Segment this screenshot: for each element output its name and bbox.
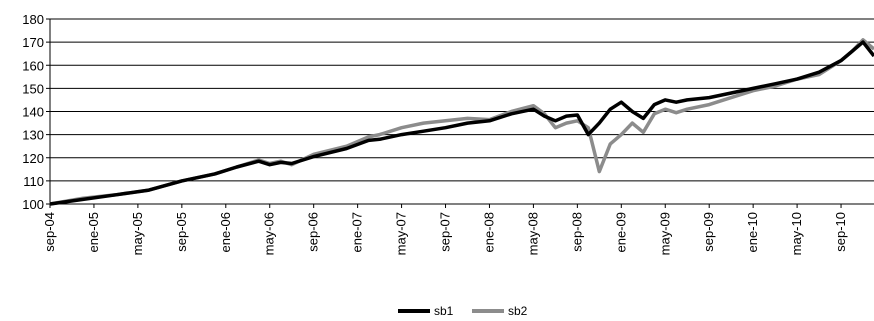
y-tick-label: 140 [22,105,44,120]
x-tick-label: may-06 [262,212,277,255]
x-tick-label: ene-10 [745,212,760,252]
x-axis: sep-04 ene-05 may-05 sep-05 ene-06 may-06 sep-… [42,204,848,255]
y-axis: 100 110 120 130 140 150 160 170 180 [22,12,51,212]
x-tick-label: sep-06 [306,212,321,252]
y-tick-label: 110 [23,174,44,189]
legend: sb1 sb2 [398,304,528,318]
x-tick-label: ene-08 [481,212,496,252]
x-tick-label: may-07 [394,212,409,255]
series-lines [49,38,874,206]
x-tick-label: sep-07 [438,212,453,252]
x-tick-label: ene-07 [350,212,365,252]
y-tick-label: 150 [22,81,44,96]
x-tick-label: may-09 [657,212,672,255]
x-tick-label: ene-09 [613,212,628,252]
y-tick-label: 180 [22,12,44,27]
y-tick-label: 170 [22,35,44,50]
x-tick-label: sep-09 [701,212,716,252]
x-tick-label: ene-05 [86,212,101,252]
x-tick-label: sep-08 [569,212,584,252]
x-tick-label: may-05 [130,212,145,255]
y-tick-label: 160 [22,58,44,73]
x-tick-label: sep-10 [833,212,848,252]
y-tick-label: 100 [22,197,44,212]
x-tick-label: ene-06 [218,212,233,252]
y-tick-label: 120 [22,151,44,166]
x-tick-label: sep-04 [42,212,57,252]
legend-label-sb2: sb2 [508,304,528,318]
x-tick-label: may-08 [525,212,540,255]
x-tick-label: may-10 [789,212,804,255]
y-tick-label: 130 [22,128,44,143]
x-tick-label: sep-05 [174,212,189,252]
gridlines [50,18,874,205]
series-line-sb1 [49,40,874,206]
legend-label-sb1: sb1 [434,304,454,318]
series-line-sb2 [49,38,874,206]
